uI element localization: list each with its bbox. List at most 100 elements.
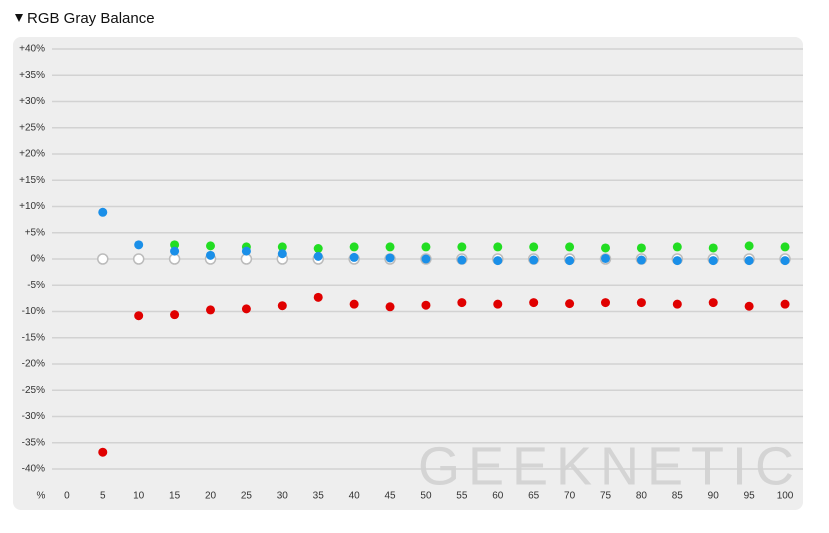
data-point [241,246,251,256]
data-point [744,241,754,251]
data-point [385,253,395,263]
x-tick-label: 95 [744,491,756,502]
data-point [529,255,539,265]
y-tick-label: -5% [27,280,45,291]
y-tick-label: 0% [31,254,46,265]
data-point [277,249,287,259]
x-tick-label: 80 [636,491,648,502]
x-tick-label: 25 [241,491,253,502]
data-point [493,242,503,252]
y-tick-label: -10% [22,306,45,317]
data-point [98,447,108,457]
x-tick-label: 60 [492,491,504,502]
x-tick-label: 15 [169,491,181,502]
data-point [565,242,575,252]
data-point [672,242,682,252]
watermark: GEEKNETIC [418,436,802,496]
data-point [457,242,467,252]
data-point [421,242,431,252]
data-point [349,242,359,252]
data-point [636,298,646,308]
reference-point [132,253,145,265]
data-point [313,292,323,302]
data-point [780,256,790,266]
x-tick-label: 40 [349,491,361,502]
data-point [385,302,395,312]
data-point [349,299,359,309]
x-tick-label: 70 [564,491,576,502]
y-tick-label: -35% [22,437,45,448]
y-tick-label: +40% [19,44,45,55]
data-point [206,305,215,315]
y-tick-label: +35% [19,70,45,81]
y-tick-label: +30% [19,96,45,107]
reference-point [97,253,109,265]
data-point [601,253,610,263]
x-tick-label: 30 [277,491,289,502]
collapse-arrow[interactable] [15,14,23,22]
data-point [636,255,646,265]
data-point [134,240,144,250]
data-point [349,252,359,262]
x-tick-label: 5 [100,491,106,502]
x-tick-label: 55 [456,491,468,502]
data-point [780,299,790,309]
x-tick-label: 20 [205,491,217,502]
y-tick-label: -15% [22,332,45,343]
x-tick-label: 85 [672,491,684,502]
plot-panel [13,37,803,510]
data-point [708,243,718,253]
y-tick-label: +25% [19,122,45,133]
x-tick-label: 50 [420,491,432,502]
y-tick-label: -25% [22,385,45,396]
data-point [565,299,575,309]
y-tick-label: +5% [25,227,45,238]
data-point [565,256,575,266]
data-point [170,246,180,256]
chart-title: RGB Gray Balance [27,10,155,27]
x-tick-label: 10 [133,491,145,502]
data-point [744,256,754,266]
x-tick-label: 35 [313,491,325,502]
data-point [493,299,503,309]
data-point [708,256,718,266]
data-point [421,254,431,264]
data-point [421,300,431,310]
x-tick-label: 100 [777,491,794,502]
data-point [780,242,790,252]
data-point [457,255,467,265]
x-tick-label: 65 [528,491,540,502]
data-point [170,310,180,320]
x-tick-label: 75 [600,491,612,502]
data-point [457,298,467,308]
data-point [206,241,215,251]
data-point [241,304,251,314]
y-tick-label: +15% [19,175,45,186]
data-point [601,298,610,308]
data-point [744,301,754,311]
data-point [672,299,682,309]
data-point [134,311,144,321]
data-point [529,298,539,308]
x-tick-label: 0 [64,491,70,502]
y-tick-label: -40% [22,464,45,475]
data-point [170,240,180,250]
data-point [601,243,610,253]
data-point [98,207,108,217]
y-tick-label: -30% [22,411,45,422]
data-point [313,251,323,261]
x-tick-label: 45 [384,491,396,502]
data-point [277,301,287,311]
data-point [313,244,323,253]
data-point [206,250,215,260]
data-point [385,242,395,252]
y-tick-label: -20% [22,359,45,370]
data-point [277,242,287,252]
data-point [672,256,682,266]
data-point [529,242,539,252]
y-tick-label: +10% [19,201,45,212]
x-axis-label: % [37,491,46,502]
y-tick-label: +20% [19,149,45,160]
data-point [493,256,503,266]
